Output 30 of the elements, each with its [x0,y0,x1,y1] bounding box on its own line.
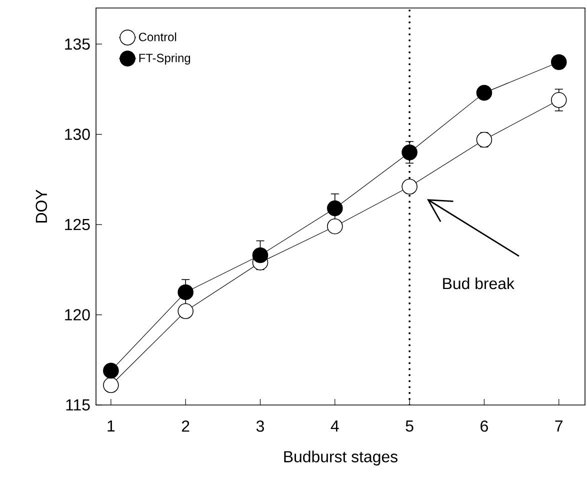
x-tick-label: 6 [480,420,488,432]
point [402,144,418,160]
legend-label: FT-Spring [139,53,190,65]
point [103,362,119,379]
point [402,178,418,195]
x-tick-label: 3 [256,420,264,432]
y-tick-label: 120 [65,309,90,320]
legend-label: Control [138,32,176,42]
x-tick-label: 1 [108,420,115,432]
x-axis-title: Budburst stages [284,450,398,466]
point [178,303,194,320]
y-tick-label: 125 [65,218,90,230]
point [252,247,268,264]
y-axis-title: DOY [36,190,48,222]
point [103,377,119,394]
y-tick-label: 115 [66,399,90,411]
point [550,54,567,70]
point [178,284,194,300]
x-tick-label: 2 [182,420,190,432]
annotation: Bud break [443,278,514,290]
point [476,132,492,148]
x-tick-label: 4 [330,420,339,432]
y-tick-label: 135 [65,38,90,50]
point [327,200,343,216]
point [327,218,343,234]
x-tick-label: 5 [406,420,414,432]
y-tick-label: 130 [65,128,90,140]
point [476,84,492,101]
x-tick-label: 7 [555,420,563,432]
point [550,92,567,108]
